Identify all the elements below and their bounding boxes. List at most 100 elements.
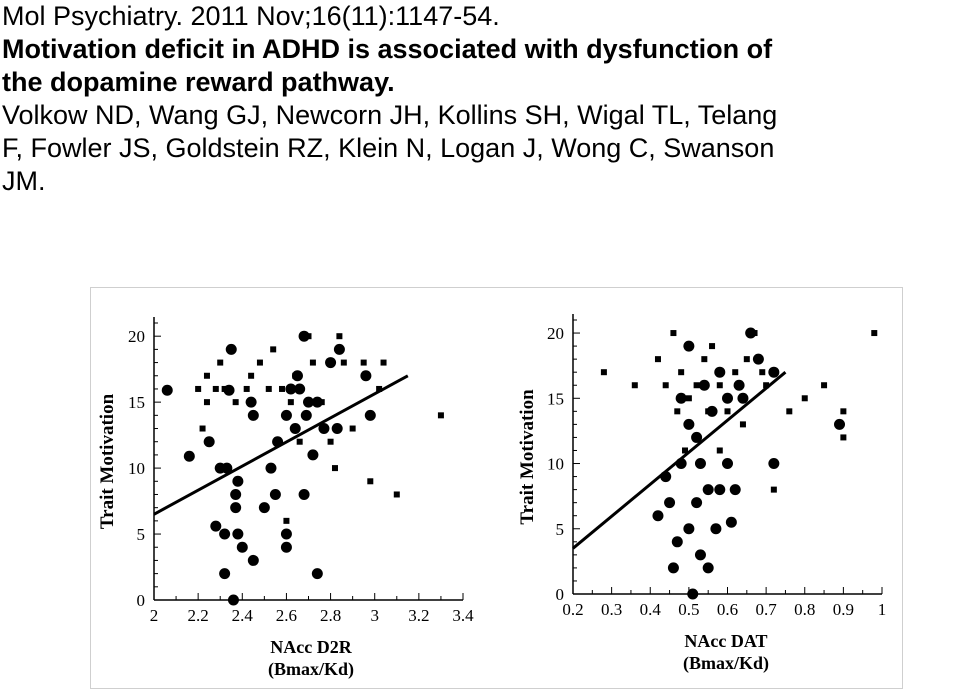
- data-point-square: [318, 399, 325, 406]
- data-point-square: [716, 382, 723, 389]
- data-point-circle: [664, 497, 676, 509]
- x-tick-label: 0.4: [640, 600, 662, 619]
- data-point-square: [701, 356, 708, 363]
- data-point-circle: [702, 562, 714, 574]
- data-point-circle: [768, 366, 780, 378]
- x-tick-label: 0.9: [833, 600, 854, 619]
- data-point-circle: [298, 488, 310, 500]
- data-point-square: [724, 408, 731, 415]
- y-tick-label: 5: [556, 520, 565, 539]
- data-point-circle: [694, 458, 706, 470]
- y-tick-label: 0: [556, 585, 565, 604]
- data-point-square: [367, 478, 374, 485]
- data-point-square: [203, 399, 210, 406]
- y-tick-label: 20: [547, 324, 564, 343]
- data-point-square: [243, 385, 250, 392]
- data-point-square: [786, 408, 793, 415]
- data-point-circle: [265, 462, 277, 474]
- data-point-circle: [722, 458, 733, 470]
- data-point-circle: [303, 396, 314, 408]
- citation-block: Mol Psychiatry. 2011 Nov;16(11):1147-54.…: [2, 0, 958, 198]
- x-tick-label: 3: [370, 606, 379, 625]
- data-point-square: [287, 399, 294, 406]
- data-point-circle: [307, 449, 319, 461]
- data-point-circle: [183, 450, 195, 462]
- x-tick-label: 0.2: [562, 600, 583, 619]
- data-point-square: [199, 425, 206, 432]
- data-point-circle: [225, 343, 237, 355]
- data-point-circle: [258, 502, 270, 514]
- x-tick-label: 3.4: [452, 606, 474, 625]
- data-point-square: [739, 421, 746, 428]
- data-point-circle: [752, 353, 764, 365]
- data-point-square: [716, 447, 723, 454]
- data-point-square: [743, 356, 750, 363]
- data-point-circle: [232, 475, 244, 487]
- data-point-circle: [247, 409, 259, 421]
- data-point-square: [437, 412, 444, 419]
- authors-line-3: JM.: [2, 166, 46, 196]
- article-title-line-1: Motivation deficit in ADHD is associated…: [2, 34, 773, 64]
- data-point-square: [305, 333, 312, 340]
- data-point-square: [705, 408, 712, 415]
- y-tick-label: 0: [137, 591, 146, 610]
- data-point-circle: [245, 396, 257, 408]
- y-tick-label: 20: [128, 327, 145, 346]
- data-point-circle: [714, 484, 726, 496]
- y-tick-label: 10: [547, 455, 564, 474]
- data-point-circle: [364, 409, 376, 421]
- y-axis-label: Trait Motivation: [97, 393, 118, 529]
- data-point-circle: [210, 520, 222, 532]
- data-point-circle: [161, 384, 173, 396]
- data-point-square: [759, 369, 766, 376]
- data-point-square: [248, 372, 255, 379]
- data-point-circle: [768, 458, 780, 470]
- data-point-circle: [675, 392, 687, 404]
- data-point-circle: [219, 528, 231, 540]
- y-tick-label: 15: [128, 393, 145, 412]
- data-point-square: [674, 408, 681, 415]
- y-axis-label: Trait Motivation: [517, 389, 538, 525]
- x-tick-label: 0.8: [794, 600, 815, 619]
- data-point-circle: [311, 568, 323, 580]
- data-point-circle: [280, 528, 292, 540]
- x-tick-label: 0.7: [756, 600, 778, 619]
- x-tick-label: 2.8: [320, 606, 341, 625]
- data-point-square: [801, 395, 808, 402]
- x-tick-label: 1: [878, 600, 887, 619]
- data-point-square: [270, 346, 277, 353]
- data-point-square: [336, 333, 343, 340]
- data-point-circle: [227, 594, 239, 606]
- data-point-circle: [294, 383, 306, 395]
- data-point-circle: [737, 392, 749, 404]
- data-point-square: [331, 465, 338, 472]
- data-point-circle: [232, 528, 244, 540]
- data-point-square: [203, 372, 210, 379]
- authors-line-2: F, Fowler JS, Goldstein RZ, Klein N, Log…: [2, 133, 775, 163]
- y-tick-label: 10: [128, 459, 145, 478]
- x-tick-label: 2.4: [232, 606, 254, 625]
- y-tick-label: 5: [137, 525, 146, 544]
- data-point-square: [654, 356, 661, 363]
- data-point-circle: [683, 340, 695, 352]
- x-tick-label: 2: [150, 606, 159, 625]
- data-point-square: [751, 330, 758, 337]
- data-point-circle: [652, 510, 664, 522]
- data-point-square: [840, 434, 847, 441]
- data-point-circle: [221, 462, 233, 474]
- data-point-circle: [687, 588, 699, 600]
- journal-line: Mol Psychiatry. 2011 Nov;16(11):1147-54.: [2, 1, 500, 31]
- y-tick-label: 15: [547, 389, 564, 408]
- data-point-circle: [683, 418, 695, 430]
- x-axis-label-units: (Bmax/Kd): [268, 659, 354, 680]
- data-point-circle: [230, 502, 242, 514]
- data-point-circle: [203, 436, 215, 448]
- authors-line-1: Volkow ND, Wang GJ, Newcorn JH, Kollins …: [2, 100, 778, 130]
- data-point-square: [600, 369, 607, 376]
- data-point-circle: [725, 516, 737, 528]
- data-point-circle: [285, 383, 297, 395]
- data-point-square: [631, 382, 638, 389]
- data-point-circle: [219, 568, 231, 580]
- data-point-circle: [331, 423, 343, 435]
